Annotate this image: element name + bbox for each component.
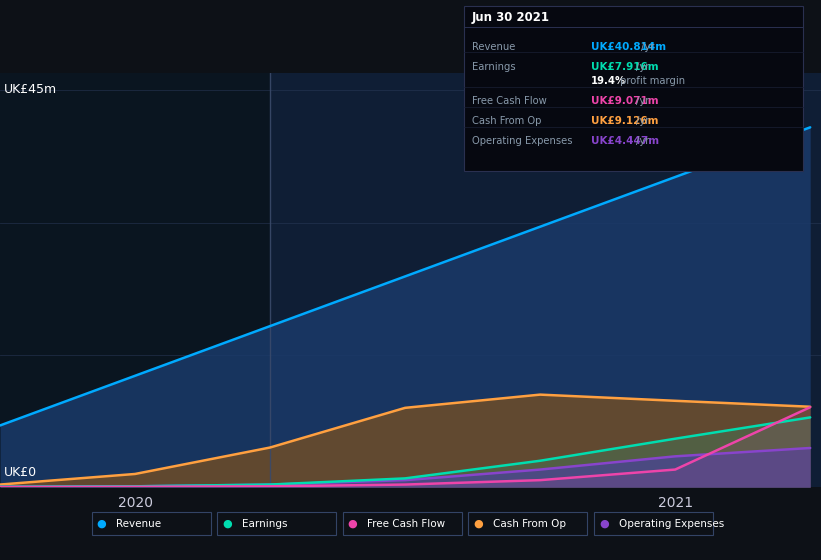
Text: Earnings: Earnings	[242, 519, 287, 529]
Text: Jun 30 2021: Jun 30 2021	[472, 11, 550, 25]
Text: /yr: /yr	[636, 116, 649, 126]
Text: ●: ●	[599, 519, 608, 529]
Text: Earnings: Earnings	[472, 62, 516, 72]
Text: UK£40.814m: UK£40.814m	[591, 42, 667, 52]
Text: UK£9.126m: UK£9.126m	[591, 116, 658, 126]
Text: Revenue: Revenue	[472, 42, 516, 52]
Text: profit margin: profit margin	[617, 76, 686, 86]
Text: /yr: /yr	[636, 96, 649, 106]
Text: UK£4.447m: UK£4.447m	[591, 136, 659, 146]
Text: ●: ●	[222, 519, 232, 529]
Text: Operating Expenses: Operating Expenses	[619, 519, 724, 529]
Text: Revenue: Revenue	[117, 519, 161, 529]
Text: UK£45m: UK£45m	[4, 83, 57, 96]
Text: ●: ●	[97, 519, 106, 529]
Text: ●: ●	[348, 519, 357, 529]
Text: Operating Expenses: Operating Expenses	[472, 136, 572, 146]
Text: UK£9.071m: UK£9.071m	[591, 96, 658, 106]
Text: Free Cash Flow: Free Cash Flow	[472, 96, 547, 106]
Text: ●: ●	[474, 519, 483, 529]
Bar	[0, 73, 270, 487]
Text: Free Cash Flow: Free Cash Flow	[368, 519, 446, 529]
Text: Cash From Op: Cash From Op	[472, 116, 542, 126]
Text: Cash From Op: Cash From Op	[493, 519, 566, 529]
Text: UK£7.916m: UK£7.916m	[591, 62, 658, 72]
Text: 19.4%: 19.4%	[591, 76, 626, 86]
Text: /yr: /yr	[636, 136, 649, 146]
Text: /yr: /yr	[641, 42, 654, 52]
Text: /yr: /yr	[636, 62, 649, 72]
Text: UK£0: UK£0	[4, 466, 37, 479]
